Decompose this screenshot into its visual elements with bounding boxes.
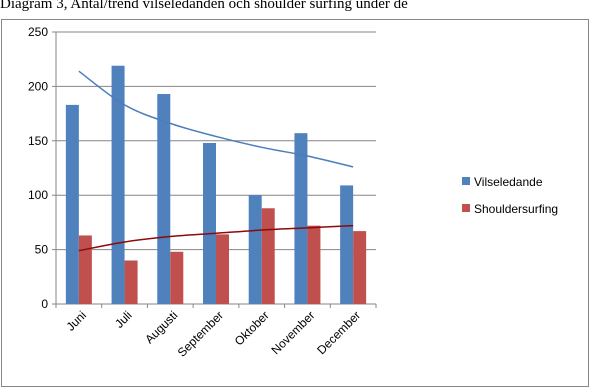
bar-shouldersurfing-oktober xyxy=(261,208,275,304)
bar-vilseledande-juli xyxy=(111,65,125,304)
x-tick-label: Juni xyxy=(64,308,89,333)
bar-vilseledande-augusti xyxy=(157,94,171,305)
y-tick-label: 200 xyxy=(28,79,48,93)
y-tick-label: 50 xyxy=(35,243,49,257)
y-tick-label: 100 xyxy=(28,188,48,202)
bar-shouldersurfing-november xyxy=(307,225,321,304)
y-tick-label: 0 xyxy=(41,297,48,311)
x-tick-label: September xyxy=(175,308,226,359)
y-tick-label: 150 xyxy=(28,134,48,148)
x-tick-label: November xyxy=(269,308,318,357)
chart-caption: Diagram 3, Antal/trend vilseledanden och… xyxy=(0,0,408,12)
bar-vilseledande-juni xyxy=(65,104,79,305)
x-tick-label: December xyxy=(314,308,363,357)
trendlines xyxy=(78,70,354,252)
bar-shouldersurfing-december xyxy=(353,231,367,304)
axes xyxy=(52,31,377,308)
y-tick-labels: 0 50 100 150 200 250 xyxy=(28,25,48,311)
legend-label-vilseledande: Vilseledande xyxy=(474,175,543,189)
bars xyxy=(65,65,367,305)
bar-vilseledande-december xyxy=(340,185,354,304)
bar-vilseledande-november xyxy=(294,133,308,304)
bar-shouldersurfing-juli xyxy=(124,260,138,304)
bar-shouldersurfing-juni xyxy=(78,235,92,304)
bar-shouldersurfing-september xyxy=(216,234,229,304)
bar-vilseledande-oktober xyxy=(248,195,262,304)
trendline-vilseledande xyxy=(78,70,354,168)
bar-vilseledande-september xyxy=(203,142,216,304)
x-tick-label: Juli xyxy=(112,308,135,331)
legend-swatch-vilseledande xyxy=(462,177,470,185)
x-tick-label: Augusti xyxy=(142,308,180,346)
trendline-shouldersurfing xyxy=(78,224,354,252)
x-tick-label: Oktober xyxy=(232,308,272,348)
y-tick-label: 250 xyxy=(28,25,48,39)
legend: Vilseledande Shouldersurfing xyxy=(462,175,558,216)
legend-label-shouldersurfing: Shouldersurfing xyxy=(474,202,558,216)
bar-shouldersurfing-augusti xyxy=(170,251,184,304)
legend-swatch-shouldersurfing xyxy=(462,204,470,212)
